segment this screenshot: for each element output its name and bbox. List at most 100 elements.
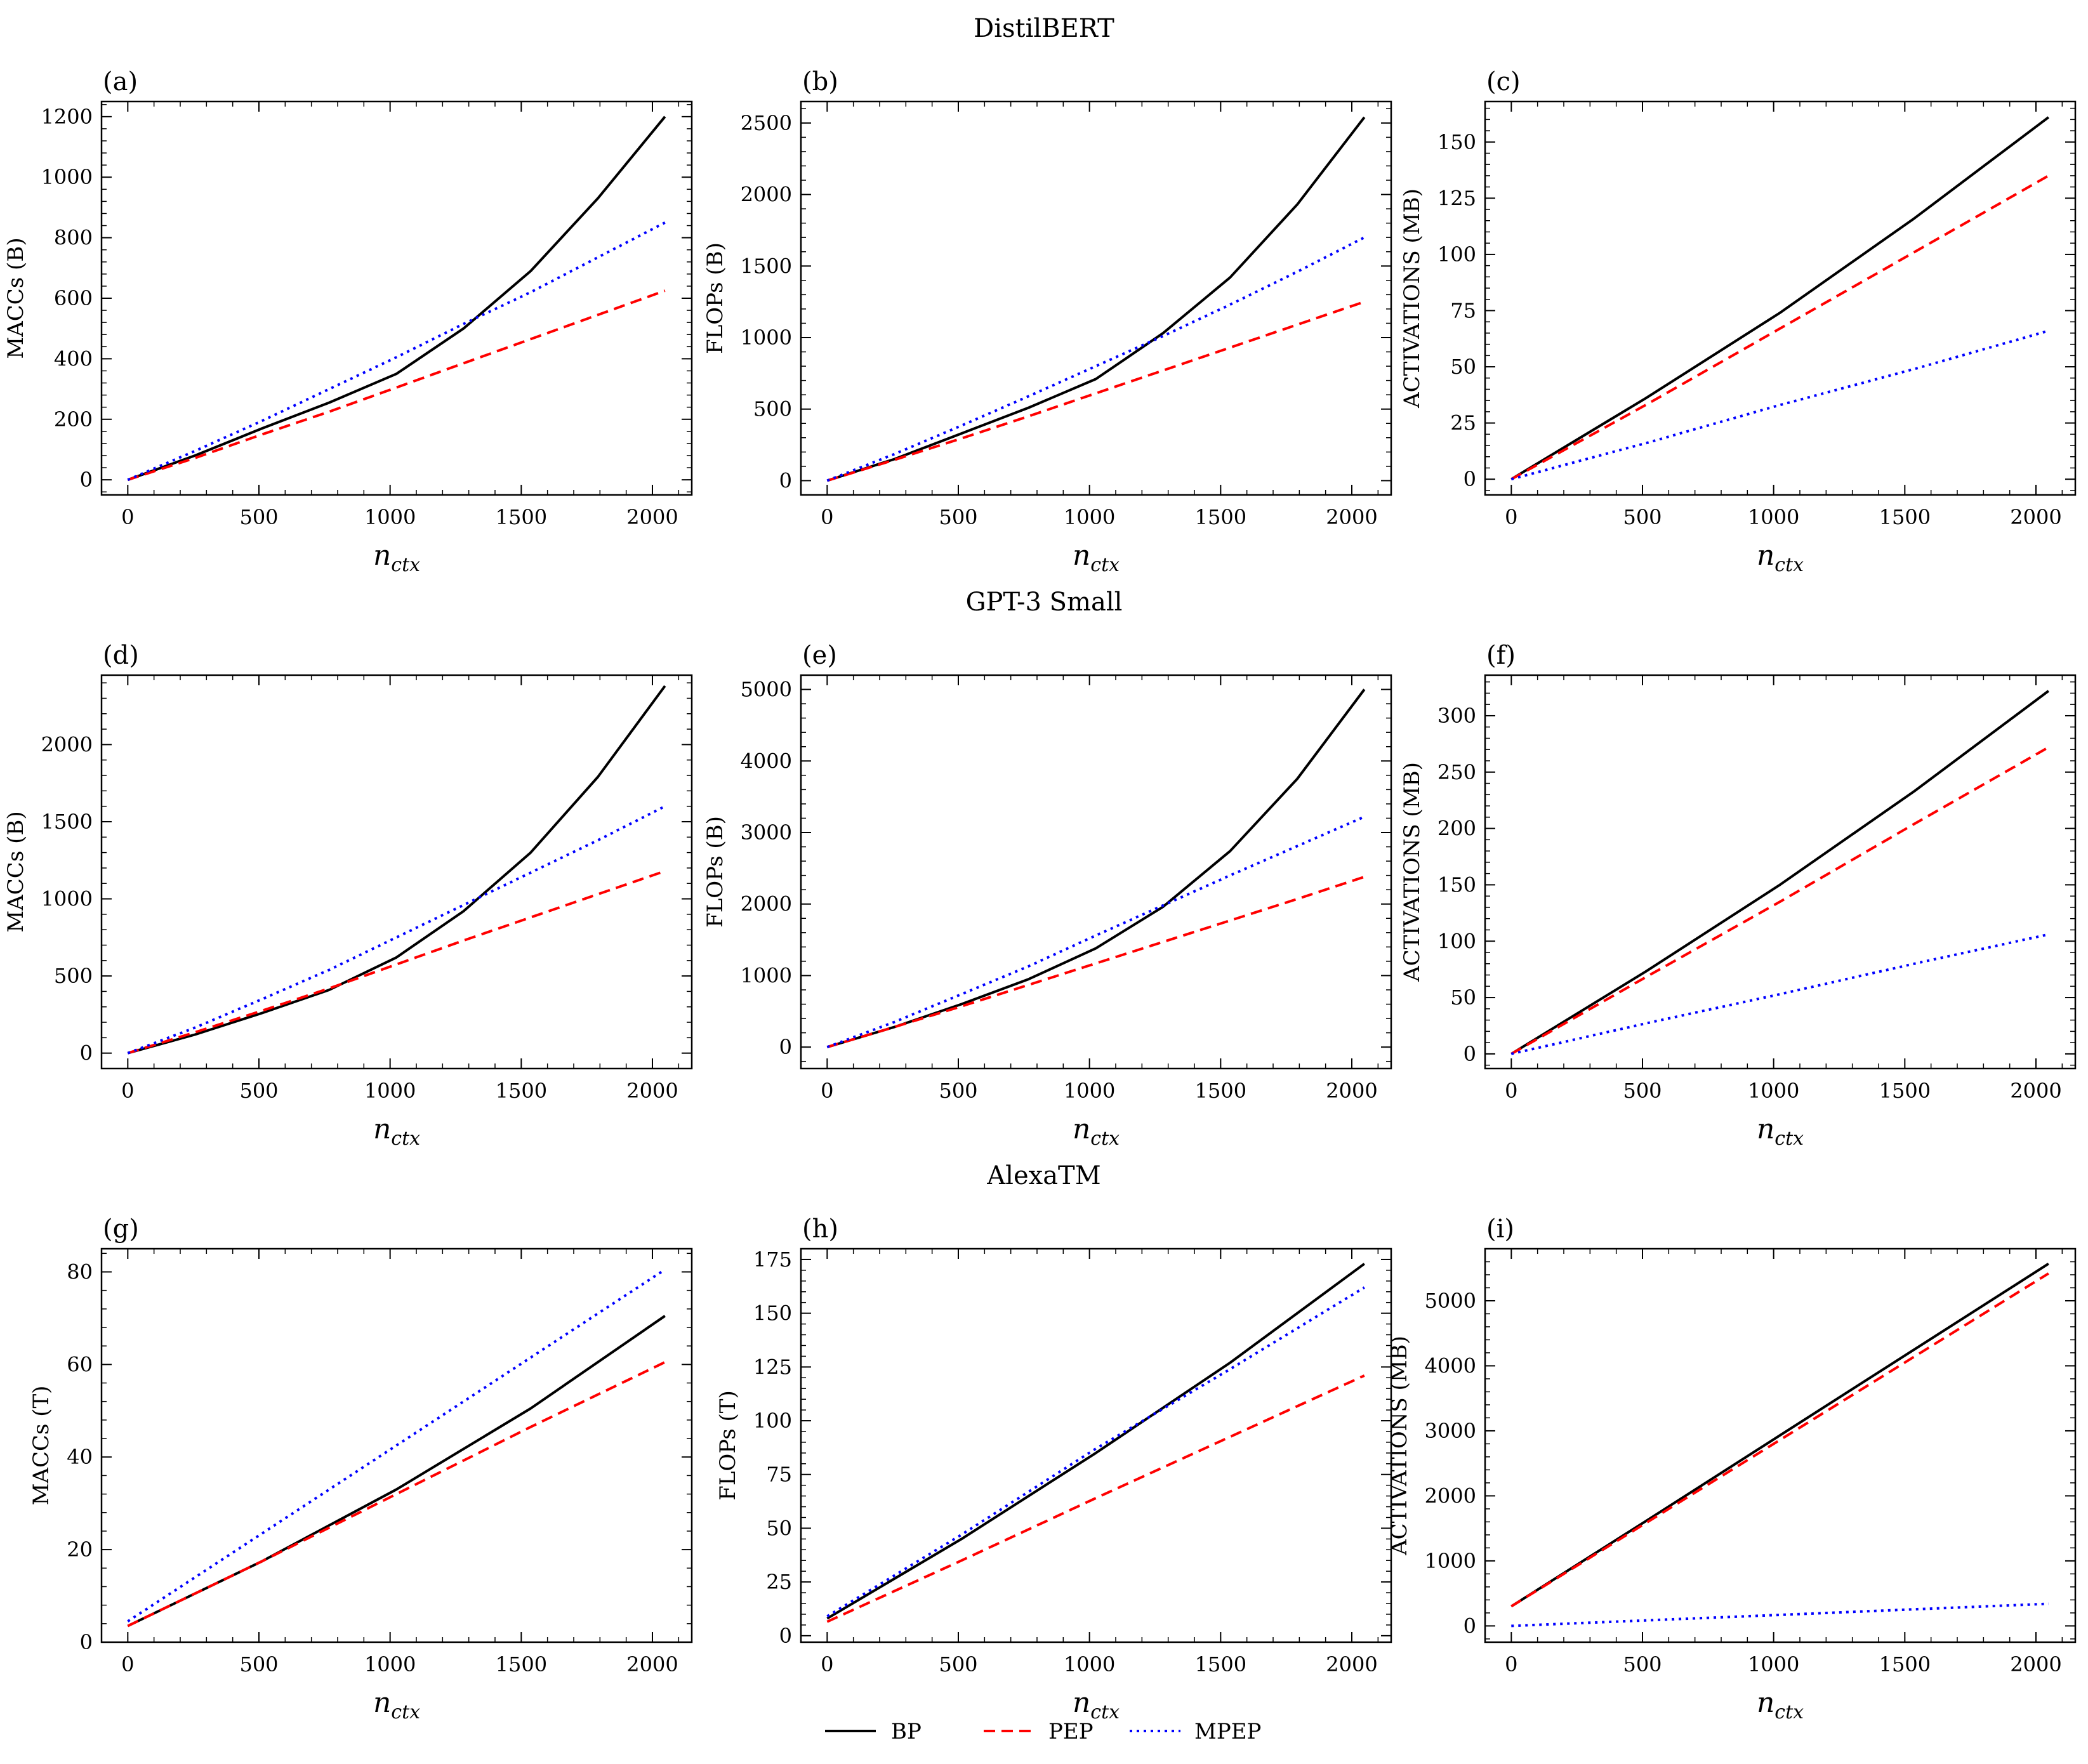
x-axis-label: nctx (1073, 539, 1120, 576)
panel-f: 0 500 1000 1500 2000 0 50 100 150 200 250 300 (f) ACT… (1399, 641, 2077, 1150)
series-line-mpep (1511, 1602, 2049, 1628)
panel-a: 0 500 1000 1500 2000 0 200 400 600 800 1000 1200 (a)… (3, 67, 693, 576)
panel-c: 0 500 1000 1500 2000 0 25 50 75 100 125 150 (c) ACTIV… (1399, 67, 2077, 576)
panel-b: 0 500 1000 1500 2000 0 500 1000 1500 2000 2500 (b) F… (703, 67, 1392, 576)
y-tick-label: 0 (80, 468, 93, 492)
x-tick-label: 0 (1505, 1079, 1517, 1103)
y-tick-label: 4000 (741, 749, 792, 773)
series-line-mpep (1510, 933, 2049, 1055)
y-tick-label: 100 (1437, 929, 1476, 953)
series-line-bp (1510, 116, 2050, 480)
series-line-mpep (127, 1268, 666, 1622)
x-tick-label: 0 (821, 1652, 833, 1676)
y-tick-label: 75 (766, 1463, 792, 1487)
y-tick-label: 0 (80, 1630, 93, 1654)
series-line-pep (1510, 174, 2049, 480)
y-tick-label: 250 (1437, 760, 1476, 784)
y-tick-label: 500 (753, 397, 792, 421)
x-tick-label: 1000 (364, 505, 416, 529)
series-line-bp (127, 685, 666, 1055)
row-title-gpt3-small: GPT-3 Small (966, 588, 1123, 617)
x-axis-label: nctx (1757, 1113, 1804, 1150)
y-tick-label: 150 (1437, 130, 1476, 154)
y-axis-label: FLOPs (B) (703, 816, 728, 928)
y-tick-label: 200 (1437, 817, 1476, 841)
series-line-mpep (826, 1286, 1365, 1618)
plot-frame (100, 674, 693, 1070)
plot-frame (800, 1247, 1392, 1643)
x-tick-label: 0 (121, 505, 134, 529)
y-tick-label: 0 (779, 468, 792, 492)
x-tick-label: 1500 (1195, 1652, 1246, 1676)
x-tick-label: 500 (239, 505, 278, 529)
x-tick-label: 2000 (1326, 1079, 1377, 1103)
y-tick-label: 150 (753, 1301, 792, 1326)
x-axis-label: nctx (1073, 1687, 1120, 1723)
y-tick-label: 175 (753, 1247, 792, 1272)
panel-h: 0 500 1000 1500 2000 0 25 50 75 100 125 150 175 (h) FL… (715, 1214, 1392, 1723)
series-line-bp (1510, 1262, 2049, 1608)
y-tick-label: 80 (67, 1260, 93, 1284)
panel-label: (b) (802, 67, 838, 96)
y-tick-label: 400 (54, 346, 93, 371)
y-tick-label: 100 (753, 1409, 792, 1433)
x-tick-label: 0 (1505, 505, 1517, 529)
y-tick-label: 2000 (1425, 1484, 1476, 1508)
series-line-pep (1510, 1272, 2049, 1608)
y-tick-label: 3000 (1425, 1419, 1476, 1443)
y-tick-label: 0 (779, 1624, 792, 1648)
x-tick-label: 0 (821, 505, 833, 529)
x-tick-label: 500 (239, 1652, 278, 1676)
x-tick-label: 1000 (1064, 1652, 1115, 1676)
row-title-distilbert: DistilBERT (974, 14, 1114, 43)
row-title-alexatm: AlexaTM (986, 1161, 1100, 1190)
y-tick-label: 75 (1450, 298, 1476, 322)
y-tick-label: 50 (1450, 355, 1476, 379)
y-tick-label: 20 (67, 1537, 93, 1562)
panel-d: 0 500 1000 1500 2000 0 500 1000 1500 2000 (d) MACCs… (3, 641, 693, 1150)
x-tick-label: 2000 (2010, 1079, 2061, 1103)
panel-label: (e) (802, 641, 837, 670)
chart-panels: 0 500 1000 1500 2000020040060080010001200(a)… (3, 67, 2077, 1723)
plot-frame (800, 674, 1392, 1070)
panel-label: (i) (1486, 1214, 1514, 1244)
series-line-mpep (826, 236, 1365, 482)
x-tick-label: 1000 (1748, 1652, 1799, 1676)
panel-label: (c) (1486, 67, 1521, 96)
plot-frame (100, 1247, 693, 1643)
x-tick-label: 0 (821, 1079, 833, 1103)
y-tick-label: 5000 (1425, 1289, 1476, 1313)
series-line-pep (826, 1374, 1365, 1623)
y-tick-label: 40 (67, 1445, 93, 1469)
panel-e: 0 500 1000 1500 2000 0 1000 2000 3000 4000 5000 (e)… (703, 641, 1392, 1150)
y-tick-label: 0 (779, 1035, 792, 1059)
y-tick-label: 60 (67, 1352, 93, 1376)
x-tick-label: 2000 (2010, 1652, 2061, 1676)
panel-g: 0 500 1000 1500 2000 0 20 40 60 80 (g) MACCs (T) nct… (29, 1214, 693, 1723)
x-tick-label: 0 (1505, 1652, 1517, 1676)
x-tick-label: 0 (121, 1079, 134, 1103)
series-line-bp (127, 115, 666, 482)
y-tick-label: 0 (1464, 1614, 1476, 1638)
x-tick-label: 1500 (496, 1652, 547, 1676)
plot-frame (1484, 100, 2077, 496)
legend-label-bp: BP (891, 1719, 922, 1744)
y-axis-label: MACCs (B) (3, 811, 29, 932)
y-tick-label: 800 (54, 226, 93, 250)
y-tick-label: 5000 (741, 678, 792, 702)
plot-frame (1484, 1247, 2077, 1643)
x-tick-label: 500 (939, 1079, 977, 1103)
x-tick-label: 1000 (364, 1652, 416, 1676)
panel-label: (g) (103, 1214, 139, 1244)
y-axis-label: ACTIVATIONS (MB) (1387, 1336, 1412, 1556)
plot-frame (1484, 674, 2077, 1070)
y-tick-label: 1000 (41, 165, 93, 189)
y-tick-label: 1200 (41, 105, 93, 129)
y-tick-label: 150 (1437, 872, 1476, 897)
y-tick-label: 1500 (41, 810, 93, 834)
x-tick-label: 2000 (1326, 505, 1377, 529)
y-tick-label: 25 (1450, 411, 1476, 435)
x-tick-label: 500 (1623, 1079, 1662, 1103)
y-tick-label: 0 (1464, 467, 1476, 491)
y-axis-label: ACTIVATIONS (MB) (1399, 762, 1425, 982)
